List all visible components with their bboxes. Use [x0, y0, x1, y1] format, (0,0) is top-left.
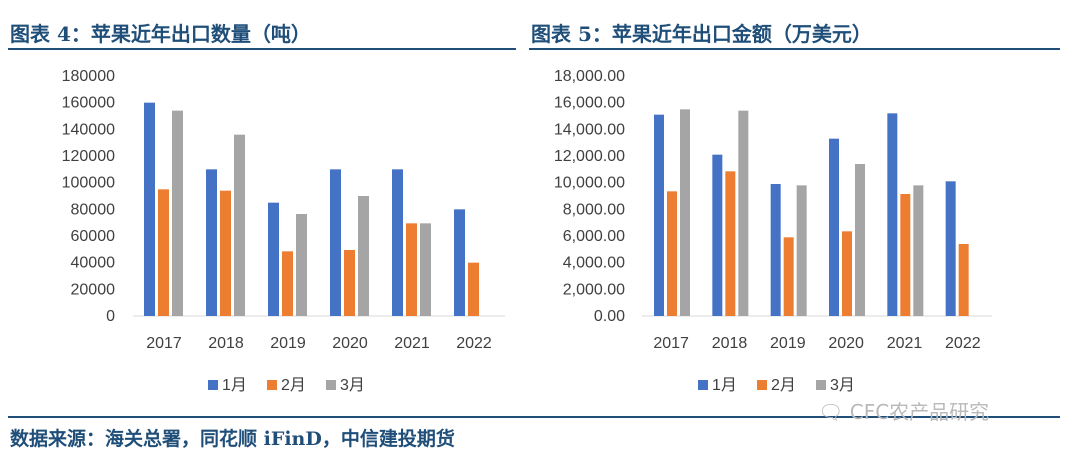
- x-tick-label: 2021: [394, 335, 430, 352]
- bar-2021-2月: [900, 194, 911, 316]
- y-tick-label: 10,000.00: [554, 175, 625, 192]
- y-tick-label: 100000: [62, 175, 115, 192]
- y-tick-label: 12,000.00: [554, 148, 625, 165]
- source-rule: [8, 416, 1060, 418]
- bar-2019-2月: [282, 251, 293, 316]
- bar-2019-3月: [796, 185, 807, 316]
- bar-2021-1月: [887, 113, 898, 316]
- bar-2022-2月: [958, 244, 969, 316]
- bar-2021-1月: [392, 169, 403, 316]
- y-tick-label: 18,000.00: [554, 68, 625, 85]
- y-tick-label: 180000: [62, 68, 115, 85]
- bar-2022-2月: [468, 262, 479, 316]
- x-tick-label: 2022: [456, 335, 492, 352]
- bar-2018-1月: [206, 169, 217, 316]
- bar-2017-2月: [158, 189, 169, 316]
- legend-swatch: [208, 380, 218, 390]
- bar-2019-1月: [268, 202, 279, 316]
- bar-2020-3月: [358, 196, 369, 316]
- y-tick-label: 120000: [62, 148, 115, 165]
- right-chart-title: 图表 5：苹果近年出口金额（万美元）: [531, 22, 872, 46]
- bar-2017-2月: [667, 191, 677, 316]
- y-tick-label: 40000: [71, 255, 116, 272]
- right-title-rule: [529, 48, 1060, 50]
- bar-2019-3月: [296, 214, 307, 316]
- x-tick-label: 2019: [770, 335, 806, 352]
- y-tick-label: 0.00: [594, 308, 625, 325]
- bar-2019-1月: [770, 184, 781, 316]
- bar-2022-1月: [945, 181, 956, 316]
- bar-2022-1月: [454, 209, 465, 316]
- legend-label: 2月: [771, 377, 796, 394]
- x-tick-label: 2017: [653, 335, 689, 352]
- legend-swatch: [698, 380, 708, 390]
- y-tick-label: 20000: [71, 281, 116, 298]
- legend-swatch: [757, 380, 767, 390]
- y-tick-label: 16,000.00: [554, 95, 625, 112]
- legend-label: 1月: [712, 377, 737, 394]
- bar-2018-2月: [725, 171, 736, 316]
- bar-2017-1月: [144, 102, 155, 316]
- y-tick-label: 80000: [71, 201, 116, 218]
- x-tick-label: 2022: [945, 335, 981, 352]
- bar-2018-3月: [234, 134, 245, 316]
- x-tick-label: 2018: [712, 335, 748, 352]
- source-note: 数据来源：海关总署，同花顺 iFinD，中信建投期货: [10, 428, 455, 450]
- legend-swatch: [326, 380, 336, 390]
- bar-2018-1月: [712, 154, 723, 316]
- y-tick-label: 8,000.00: [563, 201, 625, 218]
- y-tick-label: 0: [106, 308, 115, 325]
- legend-swatch: [816, 380, 826, 390]
- watermark: 🗨 CFC农产品研究: [818, 396, 989, 425]
- export-value-chart: 0.00 2,000.00 4,000.00 6,000.00 8,000.00 10,0…: [554, 68, 992, 394]
- bar-2021-2月: [406, 223, 417, 316]
- x-tick-label: 2021: [887, 335, 923, 352]
- export-volume-chart: 0 20000 40000 60000 80000 100000 120000 140000 1…: [62, 68, 505, 394]
- bar-2018-3月: [738, 110, 749, 316]
- y-tick-label: 160000: [62, 95, 115, 112]
- x-tick-label: 2019: [270, 335, 306, 352]
- y-tick-label: 140000: [62, 121, 115, 138]
- y-tick-label: 2,000.00: [563, 281, 625, 298]
- bar-2019-2月: [783, 237, 794, 316]
- bar-2020-1月: [829, 138, 839, 316]
- legend-label: 3月: [830, 377, 855, 394]
- y-tick-label: 14,000.00: [554, 121, 625, 138]
- legend-label: 2月: [281, 377, 306, 394]
- y-tick-label: 60000: [71, 228, 116, 245]
- bar-2017-3月: [680, 109, 690, 316]
- x-tick-label: 2018: [208, 335, 244, 352]
- x-tick-label: 2017: [146, 335, 182, 352]
- left-chart-title: 图表 4：苹果近年出口数量（吨）: [10, 22, 311, 46]
- bar-2020-3月: [855, 164, 865, 316]
- bar-2020-1月: [330, 169, 341, 316]
- legend-label: 3月: [340, 377, 365, 394]
- bar-2017-1月: [654, 114, 664, 316]
- bar-2020-2月: [344, 250, 355, 316]
- x-tick-label: 2020: [332, 335, 368, 352]
- x-tick-label: 2020: [828, 335, 864, 352]
- y-tick-label: 4,000.00: [563, 255, 625, 272]
- legend-label: 1月: [222, 377, 247, 394]
- bar-2017-3月: [172, 110, 183, 316]
- chat-bubble-icon: 🗨: [818, 400, 844, 424]
- bar-2018-2月: [220, 190, 231, 316]
- bar-2021-3月: [420, 223, 431, 316]
- left-title-rule: [8, 48, 516, 50]
- bar-2020-2月: [842, 231, 852, 316]
- watermark-text: CFC农产品研究: [849, 400, 990, 424]
- y-tick-label: 6,000.00: [563, 228, 625, 245]
- bar-2021-3月: [913, 185, 924, 316]
- legend-swatch: [267, 380, 277, 390]
